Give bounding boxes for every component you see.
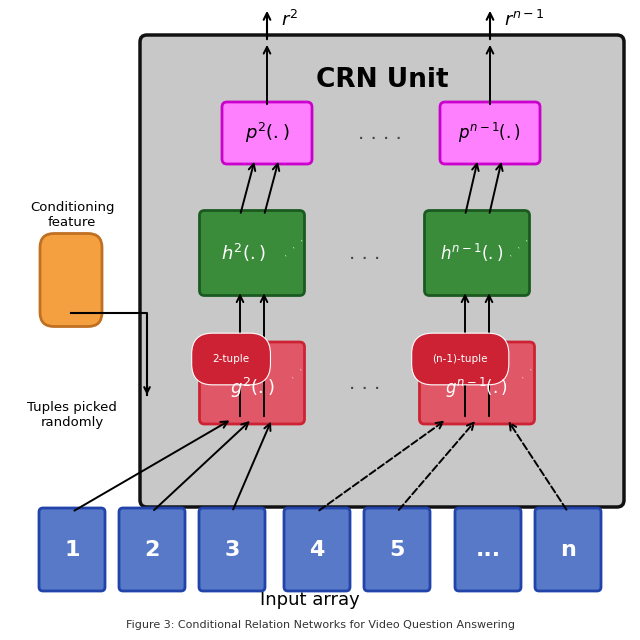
Text: 1: 1 <box>64 540 80 559</box>
FancyBboxPatch shape <box>440 102 540 164</box>
FancyBboxPatch shape <box>200 211 305 296</box>
Text: $h^2(.)$: $h^2(.)$ <box>221 242 266 264</box>
Text: . . .: . . . <box>349 374 381 392</box>
Text: $h^{n-1}(.)$: $h^{n-1}(.)$ <box>440 242 504 264</box>
FancyBboxPatch shape <box>535 508 601 591</box>
Text: ·
·: · · <box>285 365 305 385</box>
Text: 5: 5 <box>389 540 404 559</box>
Text: Figure 3: Conditional Relation Networks for Video Question Answering: Figure 3: Conditional Relation Networks … <box>125 620 515 630</box>
Text: Conditioning
feature: Conditioning feature <box>29 201 115 229</box>
Text: ...: ... <box>476 540 500 559</box>
FancyBboxPatch shape <box>140 35 624 507</box>
Text: Input array: Input array <box>260 591 360 609</box>
Text: ·
·: · · <box>515 365 534 385</box>
FancyBboxPatch shape <box>455 508 521 591</box>
FancyBboxPatch shape <box>284 508 350 591</box>
FancyBboxPatch shape <box>39 508 105 591</box>
FancyBboxPatch shape <box>119 508 185 591</box>
Text: 3: 3 <box>224 540 240 559</box>
Text: $g^2(.)$: $g^2(.)$ <box>230 376 274 400</box>
Text: (n-1)-tuple: (n-1)-tuple <box>433 354 488 364</box>
Text: 2-tuple: 2-tuple <box>212 354 250 364</box>
FancyBboxPatch shape <box>200 342 305 424</box>
Text: $g^{n-1}(.)$: $g^{n-1}(.)$ <box>445 376 509 400</box>
Text: CRN Unit: CRN Unit <box>316 67 448 93</box>
FancyBboxPatch shape <box>424 211 529 296</box>
Text: . . . .: . . . . <box>358 124 402 143</box>
FancyBboxPatch shape <box>199 508 265 591</box>
FancyBboxPatch shape <box>419 342 534 424</box>
Text: . . .: . . . <box>349 243 381 262</box>
FancyBboxPatch shape <box>364 508 430 591</box>
Text: $r^{n-1}$: $r^{n-1}$ <box>504 10 545 30</box>
Text: 2: 2 <box>144 540 160 559</box>
Text: Tuples picked
randomly: Tuples picked randomly <box>27 401 117 429</box>
Text: n: n <box>560 540 576 559</box>
Text: $p^2(.)$: $p^2(.)$ <box>244 121 289 145</box>
Text: ·
·
·: · · · <box>502 236 531 263</box>
Text: $r^2$: $r^2$ <box>281 10 298 30</box>
FancyBboxPatch shape <box>222 102 312 164</box>
Text: 4: 4 <box>309 540 324 559</box>
FancyBboxPatch shape <box>40 234 102 326</box>
Text: $p^{n-1}(.)$: $p^{n-1}(.)$ <box>458 121 522 145</box>
Text: ·
·
·: · · · <box>278 236 305 263</box>
